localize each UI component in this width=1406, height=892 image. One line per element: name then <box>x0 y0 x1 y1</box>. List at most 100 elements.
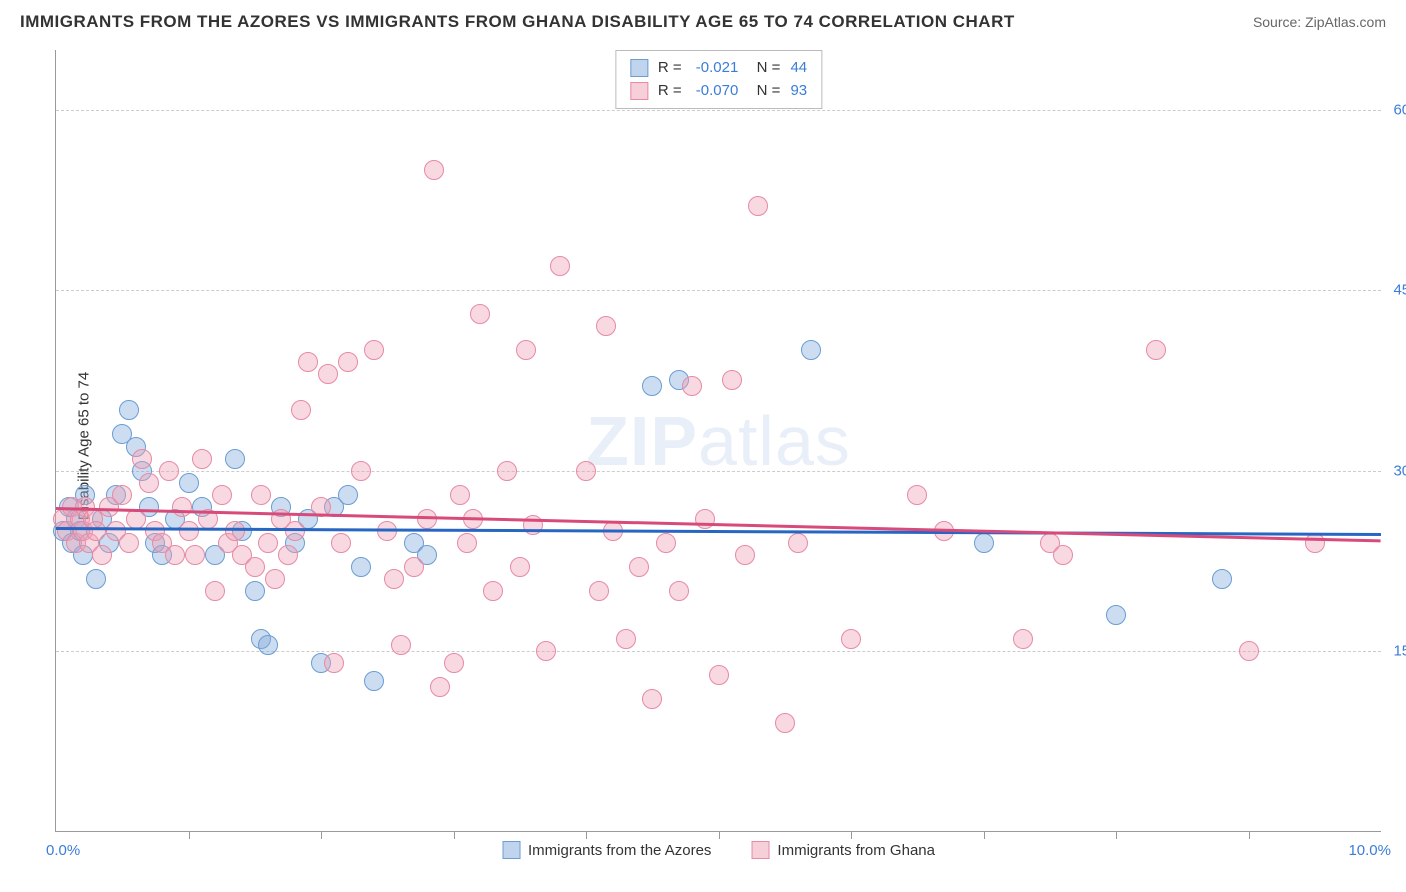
gridline <box>56 651 1381 652</box>
legend-r-label: R = <box>658 80 686 103</box>
gridline <box>56 290 1381 291</box>
x-tick-min: 0.0% <box>46 842 80 859</box>
scatter-point <box>338 485 358 505</box>
y-tick-label: 30.0% <box>1386 462 1406 479</box>
scatter-point <box>86 569 106 589</box>
scatter-point <box>483 581 503 601</box>
scatter-point <box>430 677 450 697</box>
scatter-point <box>596 316 616 336</box>
scatter-point <box>497 461 517 481</box>
scatter-point <box>656 533 676 553</box>
scatter-point <box>669 581 689 601</box>
y-tick-label: 60.0% <box>1386 102 1406 119</box>
scatter-point <box>172 497 192 517</box>
scatter-point <box>251 485 271 505</box>
scatter-point <box>291 400 311 420</box>
scatter-point <box>1212 569 1232 589</box>
scatter-point <box>470 304 490 324</box>
scatter-point <box>165 545 185 565</box>
scatter-point <box>722 370 742 390</box>
scatter-point <box>450 485 470 505</box>
x-minor-tick <box>586 831 587 839</box>
scatter-point <box>132 449 152 469</box>
x-minor-tick <box>984 831 985 839</box>
series-label-ghana: Immigrants from Ghana <box>777 842 935 859</box>
x-minor-tick <box>454 831 455 839</box>
scatter-point <box>192 449 212 469</box>
scatter-point <box>324 653 344 673</box>
legend-n-label: N = <box>748 57 780 80</box>
scatter-point <box>92 545 112 565</box>
scatter-point <box>642 376 662 396</box>
scatter-point <box>629 557 649 577</box>
series-swatch-azores <box>502 841 520 859</box>
scatter-point <box>457 533 477 553</box>
scatter-point <box>205 581 225 601</box>
gridline <box>56 110 1381 111</box>
scatter-point <box>735 545 755 565</box>
scatter-point <box>139 473 159 493</box>
x-tick-max: 10.0% <box>1348 842 1391 859</box>
x-minor-tick <box>321 831 322 839</box>
scatter-point <box>159 461 179 481</box>
scatter-point <box>576 461 596 481</box>
scatter-point <box>974 533 994 553</box>
scatter-point <box>225 521 245 541</box>
x-minor-tick <box>719 831 720 839</box>
scatter-point <box>179 521 199 541</box>
scatter-point <box>212 485 232 505</box>
scatter-point <box>907 485 927 505</box>
scatter-point <box>179 473 199 493</box>
scatter-point <box>1239 641 1259 661</box>
scatter-point <box>391 635 411 655</box>
legend-swatch-ghana <box>630 82 648 100</box>
source-attribution: Source: ZipAtlas.com <box>1253 14 1386 30</box>
legend-n-value-ghana: 93 <box>790 80 807 103</box>
chart-title: IMMIGRANTS FROM THE AZORES VS IMMIGRANTS… <box>20 12 1015 32</box>
chart-plot-area: ZIPatlas R = -0.021 N = 44 R = -0.070 N … <box>55 50 1381 832</box>
scatter-point <box>536 641 556 661</box>
scatter-point <box>245 581 265 601</box>
scatter-point <box>510 557 530 577</box>
legend-n-value-azores: 44 <box>790 57 807 80</box>
scatter-point <box>709 665 729 685</box>
scatter-point <box>404 557 424 577</box>
trend-line <box>56 507 1381 542</box>
correlation-legend: R = -0.021 N = 44 R = -0.070 N = 93 <box>615 50 822 109</box>
scatter-point <box>318 364 338 384</box>
scatter-point <box>331 533 351 553</box>
scatter-point <box>185 545 205 565</box>
scatter-point <box>338 352 358 372</box>
scatter-point <box>384 569 404 589</box>
x-minor-tick <box>851 831 852 839</box>
scatter-point <box>550 256 570 276</box>
scatter-point <box>119 533 139 553</box>
legend-n-label: N = <box>748 80 780 103</box>
series-legend-ghana: Immigrants from Ghana <box>751 841 935 859</box>
scatter-point <box>1013 629 1033 649</box>
scatter-point <box>1146 340 1166 360</box>
scatter-point <box>245 557 265 577</box>
header-bar: IMMIGRANTS FROM THE AZORES VS IMMIGRANTS… <box>20 12 1386 32</box>
legend-r-value-ghana: -0.070 <box>696 80 739 103</box>
series-legend-azores: Immigrants from the Azores <box>502 841 711 859</box>
scatter-point <box>351 557 371 577</box>
scatter-point <box>695 509 715 529</box>
y-tick-label: 15.0% <box>1386 642 1406 659</box>
scatter-point <box>298 352 318 372</box>
scatter-point <box>444 653 464 673</box>
scatter-point <box>775 713 795 733</box>
scatter-point <box>258 635 278 655</box>
scatter-point <box>516 340 536 360</box>
scatter-point <box>1053 545 1073 565</box>
scatter-point <box>642 689 662 709</box>
gridline <box>56 471 1381 472</box>
scatter-point <box>364 671 384 691</box>
legend-r-label: R = <box>658 57 686 80</box>
scatter-point <box>841 629 861 649</box>
scatter-point <box>682 376 702 396</box>
scatter-point <box>119 400 139 420</box>
scatter-point <box>589 581 609 601</box>
legend-row-ghana: R = -0.070 N = 93 <box>630 80 807 103</box>
x-minor-tick <box>1116 831 1117 839</box>
